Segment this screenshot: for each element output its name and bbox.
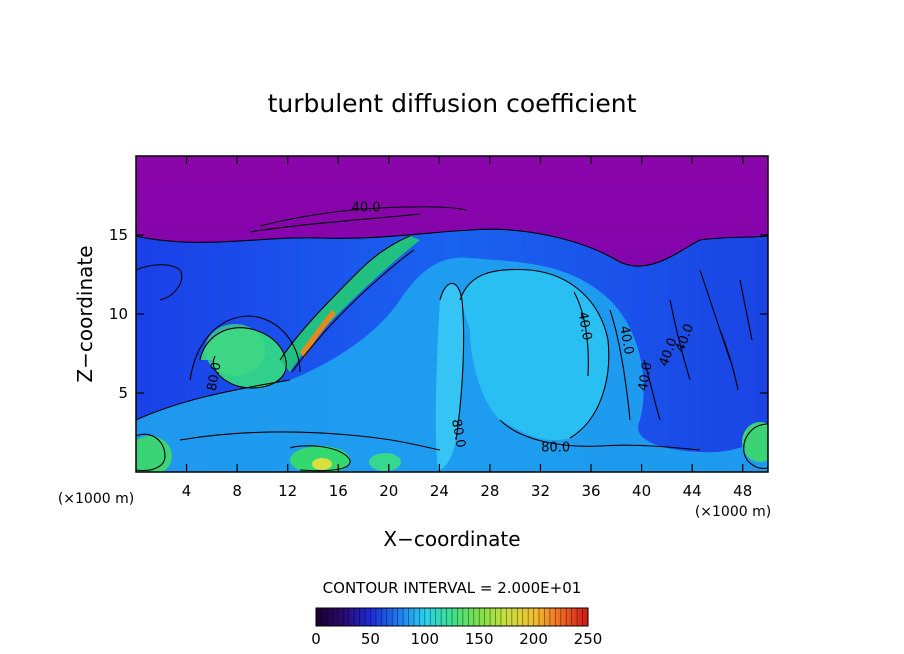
x-tick-label: 40: [632, 482, 651, 500]
bottom-blob-2: [369, 453, 401, 471]
left-blob: [205, 324, 265, 376]
x-tick-label: 8: [232, 482, 242, 500]
chart-title: turbulent diffusion coefficient: [268, 89, 637, 118]
contour-label: 40.0: [352, 200, 381, 215]
y-tick-label: 5: [118, 384, 128, 402]
contour-label: 80.0: [448, 418, 468, 449]
contour-lines: [136, 206, 768, 472]
y-tick-label: 10: [109, 305, 128, 323]
y-axis: 5 10 15: [109, 226, 768, 402]
x-tick-label: 20: [379, 482, 398, 500]
x-tick-label: 36: [581, 482, 600, 500]
colorbar-tick-label: 150: [465, 630, 494, 648]
x-unit-right: (×1000 m): [695, 504, 771, 520]
colorbar-tick-label: 200: [519, 630, 548, 648]
eddy-core-right: [435, 283, 464, 470]
x-tick-label: 24: [430, 482, 449, 500]
x-tick-label: 32: [531, 482, 550, 500]
x-tick-label: 28: [480, 482, 499, 500]
x-tick-label: 48: [733, 482, 752, 500]
y-axis-label: Z−coordinate: [73, 245, 97, 382]
contour-interval-text: CONTOUR INTERVAL = 2.000E+01: [323, 579, 582, 597]
colorbar-tick-label: 50: [361, 630, 380, 648]
y-tick-label: 15: [109, 226, 128, 244]
bottom-blob-1-core: [312, 458, 332, 470]
eddy-core-left: [460, 269, 609, 441]
x-axis-label: X−coordinate: [383, 527, 520, 551]
x-tick-label: 44: [683, 482, 702, 500]
x-tick-label: 12: [278, 482, 297, 500]
colorbar-frame: [315, 607, 589, 627]
heatmap-field: 40.080.080.0 80.040.0 40.040.040.040.0: [136, 156, 768, 472]
colorbar-tick-label: 100: [410, 630, 439, 648]
colorbar-tick-label: 0: [311, 630, 321, 648]
shear-core: [300, 310, 336, 358]
contour-label: 40.0: [636, 361, 656, 392]
contour-label: 40.0: [616, 325, 636, 356]
contour-label: 80.0: [541, 440, 570, 455]
colorbar-tick-label: 250: [574, 630, 603, 648]
x-tick-label: 4: [182, 482, 192, 500]
bottom-right-blob: [742, 422, 768, 462]
contour-label: 40.0: [574, 310, 594, 341]
x-unit-left: (×1000 m): [58, 491, 134, 507]
x-axis: 4 8 12 16 20 24 28 32 36 40 44 48: [182, 156, 752, 500]
colorbar: 0 50 100 150 200 250: [311, 607, 603, 648]
contour-label: 80.0: [205, 361, 225, 392]
x-tick-label: 16: [329, 482, 348, 500]
